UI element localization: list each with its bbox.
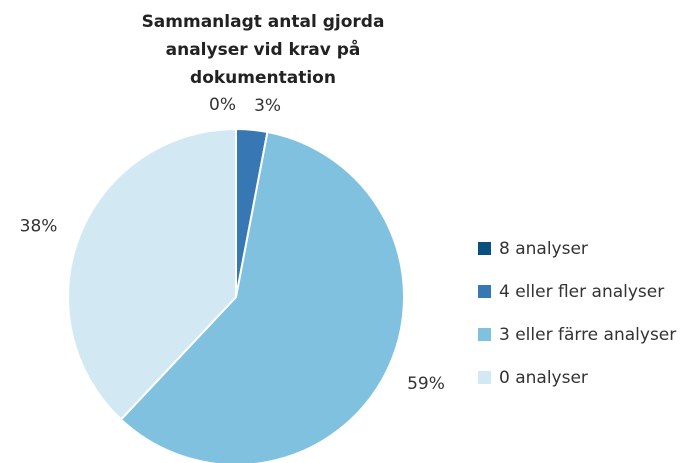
chart-title: Sammanlagt antal gjorda analyser vid kra… <box>141 12 385 88</box>
pie-slice <box>67 127 237 421</box>
slice-label: 59% <box>407 374 445 394</box>
legend-swatch <box>478 285 491 298</box>
legend-swatch <box>478 371 491 384</box>
legend-label: 8 analyser <box>499 239 588 259</box>
pie-slice <box>119 130 405 463</box>
slice-label: 3% <box>254 96 281 116</box>
legend-label: 0 analyser <box>499 368 588 388</box>
legend-label: 3 eller färre analyser <box>499 325 676 345</box>
slice-label: 38% <box>20 216 58 236</box>
slice-label: 0% <box>209 95 236 115</box>
legend-swatch <box>478 328 491 341</box>
legend-swatch <box>478 242 491 255</box>
legend-label: 4 eller fler analyser <box>499 282 664 302</box>
